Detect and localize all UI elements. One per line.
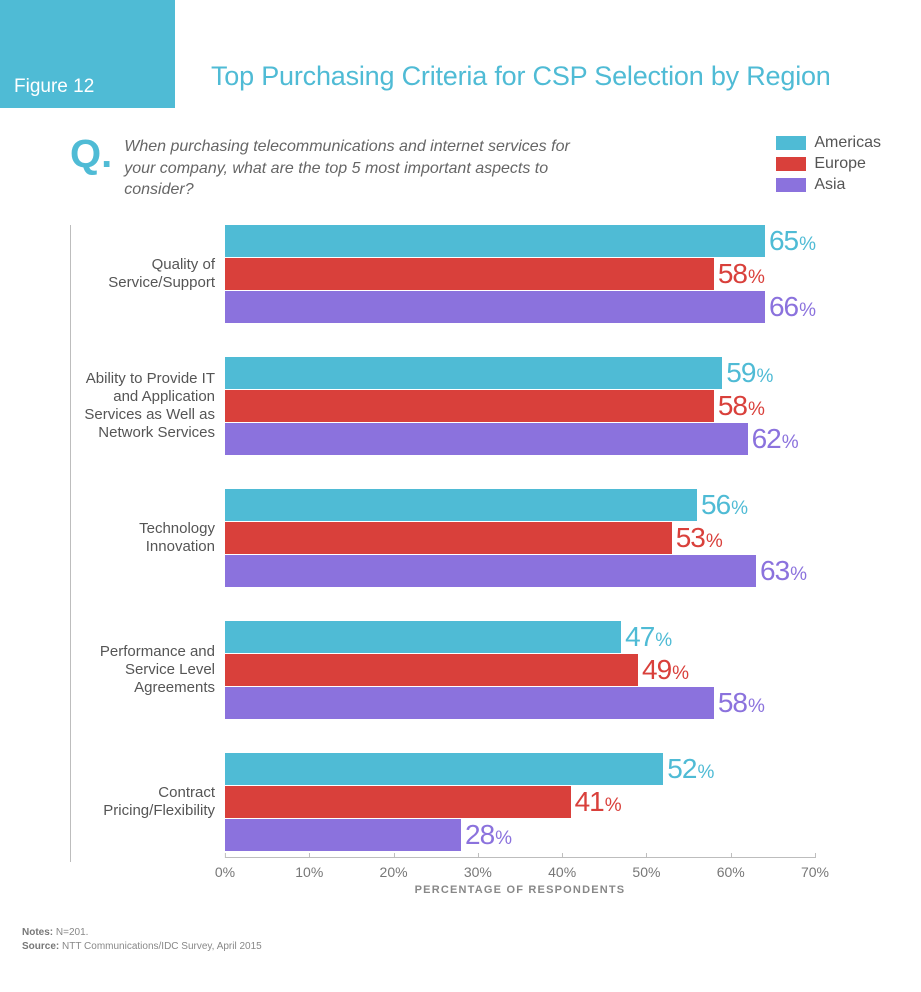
bar [225,786,571,818]
bar [225,687,714,719]
bar-row: 47% [225,621,815,653]
chart-title: Top Purchasing Criteria for CSP Selectio… [175,60,831,108]
question-text: When purchasing telecommunications and i… [124,132,594,201]
bar-row: 58% [225,258,815,290]
bar [225,489,697,521]
legend-swatch [776,178,806,192]
bar-row: 53% [225,522,815,554]
bar-value-label: 66% [765,291,815,323]
legend: Americas Europe Asia [776,132,881,197]
bar-row: 62% [225,423,815,455]
bar-row: 41% [225,786,815,818]
figure-label-box: Figure 12 [0,0,175,108]
bar-row: 58% [225,390,815,422]
bar-value-label: 56% [697,489,747,521]
bar-value-label: 28% [461,819,511,851]
category-label: Ability to Provide IT and Application Se… [70,370,225,442]
bar [225,357,722,389]
content-area: Q. When purchasing telecommunications an… [0,108,921,896]
legend-item: Asia [776,176,881,194]
x-tick: 50% [632,858,660,880]
bar-value-label: 62% [748,423,798,455]
bar-value-label: 65% [765,225,815,257]
x-axis-label: PERCENTAGE OF RESPONDENTS [225,884,815,896]
x-tick: 60% [717,858,745,880]
bar-row: 65% [225,225,815,257]
legend-item: Europe [776,155,881,173]
x-tick: 30% [464,858,492,880]
bar-group: Performance and Service Level Agreements… [225,621,815,719]
bar-value-label: 49% [638,654,688,686]
bar-row: 58% [225,687,815,719]
bar-row: 59% [225,357,815,389]
category-label: Contract Pricing/Flexibility [70,784,225,820]
bar-value-label: 58% [714,258,764,290]
bar [225,522,672,554]
x-tick: 0% [215,858,235,880]
x-tick: 40% [548,858,576,880]
bar-value-label: 63% [756,555,806,587]
bar-group: Technology Innovation56%53%63% [225,489,815,587]
bar-row: 52% [225,753,815,785]
bar-row: 56% [225,489,815,521]
bar [225,423,748,455]
x-axis: 0%10%20%30%40%50%60%70% [225,857,815,858]
question-letter: Q. [70,134,112,174]
bar [225,621,621,653]
legend-label: Europe [814,155,866,173]
source-label: Source: [22,941,59,952]
bar-value-label: 58% [714,390,764,422]
legend-label: Asia [814,176,845,194]
notes-text: N=201. [56,927,89,938]
figure-label: Figure 12 [14,76,94,98]
category-label: Technology Innovation [70,520,225,556]
x-tick: 10% [295,858,323,880]
category-label: Performance and Service Level Agreements [70,643,225,697]
bar-group: Contract Pricing/Flexibility52%41%28% [225,753,815,851]
category-label: Quality of Service/Support [70,256,225,292]
bar [225,654,638,686]
bar-value-label: 59% [722,357,772,389]
notes-label: Notes: [22,927,53,938]
bar-value-label: 41% [571,786,621,818]
bar-value-label: 53% [672,522,722,554]
bar-row: 66% [225,291,815,323]
bar-row: 49% [225,654,815,686]
legend-label: Americas [814,134,881,152]
footer-notes: Notes: N=201. Source: NTT Communications… [0,896,921,968]
bar-value-label: 58% [714,687,764,719]
chart-area: Quality of Service/Support65%58%66%Abili… [70,225,881,896]
x-tick: 20% [380,858,408,880]
bar-row: 28% [225,819,815,851]
question-row: Q. When purchasing telecommunications an… [70,132,881,201]
x-tick: 70% [801,858,829,880]
bar-group: Ability to Provide IT and Application Se… [225,357,815,455]
bar-row: 63% [225,555,815,587]
bar [225,291,765,323]
bar [225,225,765,257]
plot: Quality of Service/Support65%58%66% Abili… [225,225,815,851]
legend-item: Americas [776,134,881,152]
source-text: NTT Communications/IDC Survey, April 201… [62,941,262,952]
bar [225,390,714,422]
legend-swatch [776,157,806,171]
bar [225,555,756,587]
bar [225,819,461,851]
bar-value-label: 47% [621,621,671,653]
bar-value-label: 52% [663,753,713,785]
bar [225,258,714,290]
bar [225,753,663,785]
bar-group: Quality of Service/Support65%58%66% [225,225,815,323]
legend-swatch [776,136,806,150]
header: Figure 12 Top Purchasing Criteria for CS… [0,0,921,108]
